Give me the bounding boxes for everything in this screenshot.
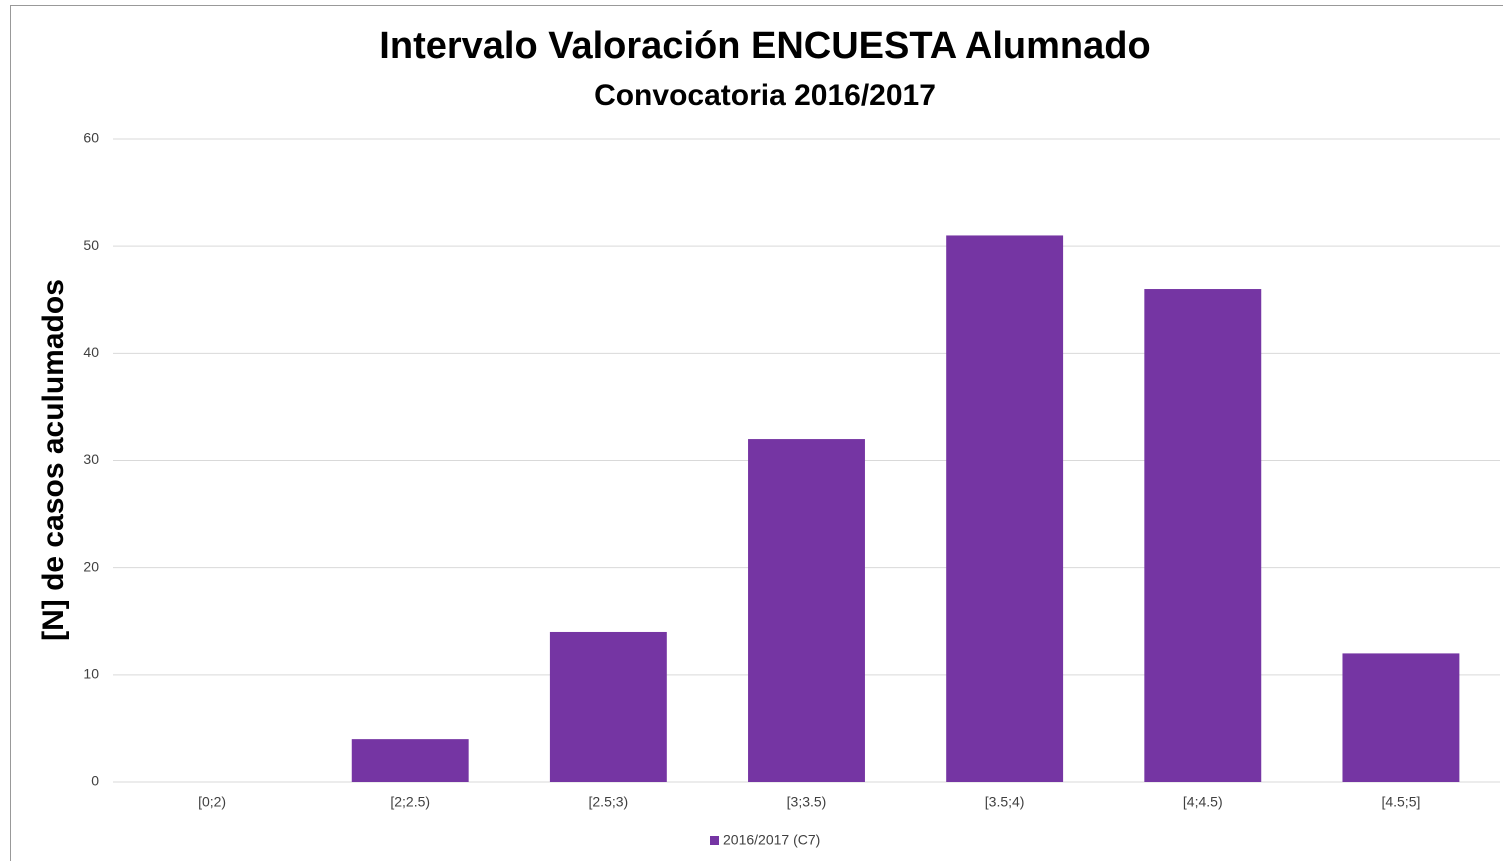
y-tick-label: 0 <box>91 773 99 789</box>
y-tick-label: 50 <box>83 237 99 253</box>
y-tick-label: 40 <box>83 344 99 360</box>
y-tick-label: 30 <box>83 451 99 467</box>
x-tick-label: [2.5;3) <box>589 794 629 810</box>
x-tick-label: [3;3.5) <box>787 794 827 810</box>
bar <box>1342 653 1460 782</box>
x-tick-label: [0;2) <box>198 794 226 810</box>
legend-swatch <box>710 836 719 845</box>
bar <box>1144 289 1262 782</box>
x-tick-label: [2;2.5) <box>390 794 430 810</box>
bar <box>549 631 667 782</box>
chart-subtitle: Convocatoria 2016/2017 <box>594 79 936 112</box>
x-tick-label: [4;4.5) <box>1183 794 1223 810</box>
y-axis-label: [N] de casos aculumados <box>37 279 70 641</box>
legend-label: 2016/2017 (C7) <box>723 832 820 848</box>
chart-title: Intervalo Valoración ENCUESTA Alumnado <box>379 25 1150 67</box>
y-tick-label: 20 <box>83 558 99 574</box>
bar <box>351 739 469 782</box>
y-tick-label: 10 <box>83 666 99 682</box>
x-tick-label: [4.5;5] <box>1381 794 1420 810</box>
bar <box>748 439 865 782</box>
x-tick-label: [3.5;4) <box>985 794 1025 810</box>
y-tick-label: 60 <box>83 130 99 146</box>
bar <box>946 235 1064 782</box>
